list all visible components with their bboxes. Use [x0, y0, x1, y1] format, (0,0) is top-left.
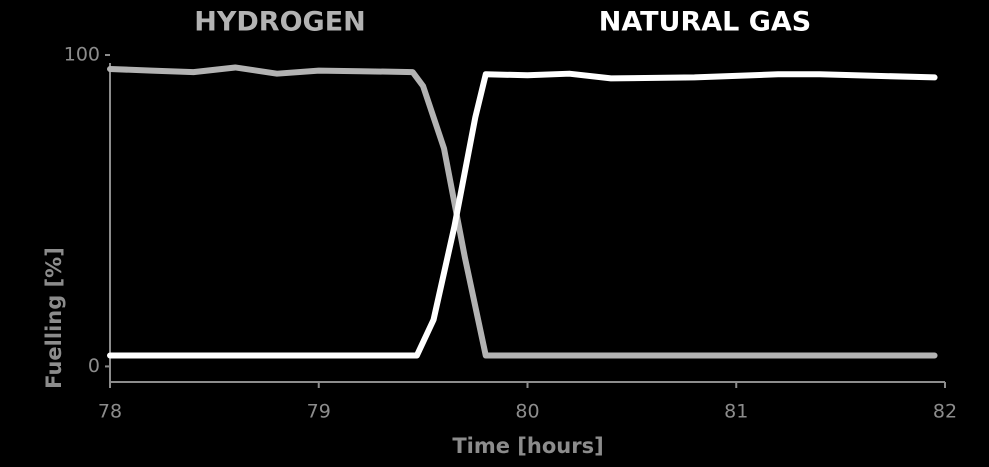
- x-axis-label: Time [hours]: [452, 434, 603, 458]
- series-label: NATURAL GAS: [599, 7, 812, 38]
- y-tick-label: 0: [88, 355, 100, 377]
- x-tick-label: 80: [515, 401, 539, 423]
- y-axis-label: Fuelling [%]: [42, 247, 66, 389]
- y-tick-label: 100: [64, 44, 100, 66]
- series-line: [107, 64, 938, 359]
- series-line: [107, 70, 938, 359]
- series-label: HYDROGEN: [194, 7, 366, 38]
- x-tick-label: 82: [933, 401, 957, 423]
- x-tick-label: 81: [724, 401, 748, 423]
- x-tick-label: 78: [98, 401, 122, 423]
- x-tick-label: 79: [307, 401, 331, 423]
